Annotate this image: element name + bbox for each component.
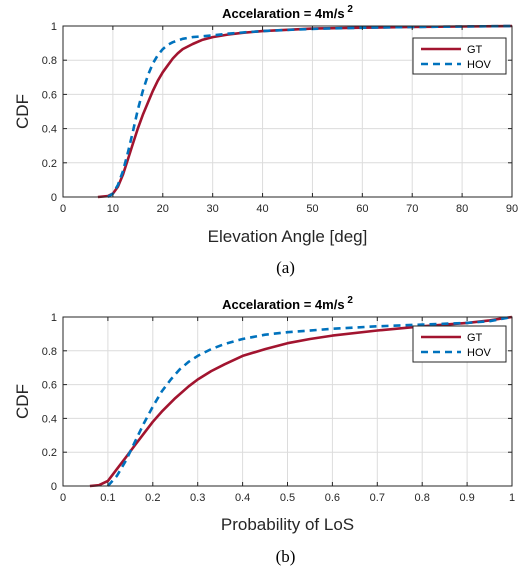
x-tick-label: 10 (107, 203, 119, 215)
legend: GT HOV (412, 325, 507, 363)
series-line-hov (106, 315, 513, 487)
x-tick-label: 0 (60, 203, 66, 215)
x-tick-label: 0.8 (415, 492, 430, 504)
x-tick-label: 0.4 (235, 492, 250, 504)
y-tick-label: 0.6 (42, 380, 57, 392)
x-tick-label: 30 (207, 203, 219, 215)
x-tick-label: 0.7 (370, 492, 385, 504)
legend-label-hov: HOV (467, 59, 492, 71)
legend-label-hov: HOV (467, 347, 492, 359)
y-axis-label: CDF (13, 384, 32, 419)
chart-title: Accelaration = 4m/s 2 (222, 4, 353, 21)
x-tick-label: 80 (456, 203, 468, 215)
x-axis-label: Probability of LoS (221, 515, 354, 534)
y-tick-label: 0.4 (42, 413, 57, 425)
x-tick-label: 0.9 (459, 492, 474, 504)
x-tick-label: 1 (509, 492, 515, 504)
y-tick-label: 1 (51, 21, 57, 33)
chart-b: 0 0.1 0.2 0.3 0.4 0.5 0.6 0.7 0.8 0.9 1 0 0.2 0.4 0.6 0… (13, 295, 515, 566)
chart-a: 0 10 20 30 40 50 60 70 80 90 0 0.2 0.4 0.6 0.8 1 Accelar… (13, 4, 518, 277)
chart-title-text: Accelaration = 4m/s (222, 6, 344, 21)
y-tick-label: 0.8 (42, 55, 57, 67)
series-line-hov (107, 24, 513, 199)
legend-box (412, 325, 507, 363)
x-tick-label: 60 (356, 203, 368, 215)
x-tick-label: 20 (157, 203, 169, 215)
x-tick-label: 0.3 (190, 492, 205, 504)
chart-title: Accelaration = 4m/s 2 (222, 295, 353, 312)
x-tick-label: 40 (256, 203, 268, 215)
y-tick-label: 0.6 (42, 89, 57, 101)
x-tick-label: 0.2 (145, 492, 160, 504)
series-line-gt (97, 24, 513, 199)
axes-frame (62, 25, 513, 198)
legend-label-gt: GT (467, 44, 483, 56)
y-tick-label: 0 (51, 481, 57, 493)
legend-label-gt: GT (467, 332, 483, 344)
series-line-gt (89, 315, 513, 488)
figure-caption: (a) (276, 258, 295, 277)
x-tick-label: 70 (406, 203, 418, 215)
chart-title-text: Accelaration = 4m/s (222, 297, 344, 312)
y-tick-label: 1 (51, 312, 57, 324)
y-axis-label: CDF (13, 94, 32, 129)
x-tick-label: 0 (60, 492, 66, 504)
legend-box (412, 37, 507, 75)
y-tick-label: 0 (51, 192, 57, 204)
figure-caption: (b) (276, 547, 296, 566)
legend: GT HOV (412, 37, 507, 75)
x-tick-label: 0.6 (325, 492, 340, 504)
x-tick-label: 50 (306, 203, 318, 215)
x-axis-label: Elevation Angle [deg] (208, 227, 368, 246)
chart-title-superscript: 2 (345, 295, 354, 306)
x-tick-label: 0.5 (280, 492, 295, 504)
y-tick-label: 0.8 (42, 346, 57, 358)
y-tick-label: 0.2 (42, 447, 57, 459)
chart-title-superscript: 2 (345, 4, 354, 15)
x-tick-label: 0.1 (100, 492, 115, 504)
y-tick-label: 0.4 (42, 124, 57, 136)
y-tick-label: 0.2 (42, 158, 57, 170)
x-tick-label: 90 (506, 203, 518, 215)
